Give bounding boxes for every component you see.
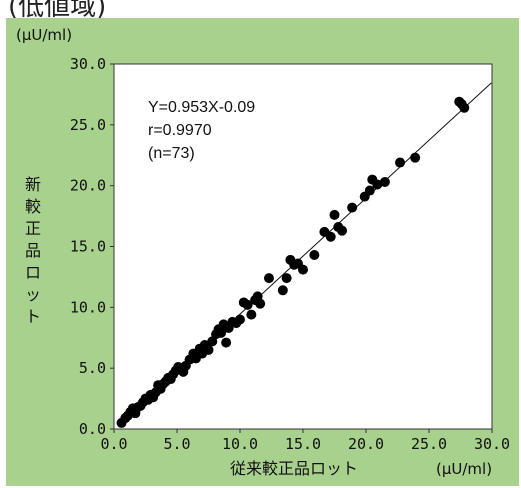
x-axis-unit: (μU/ml) <box>436 460 492 478</box>
data-point <box>216 327 227 338</box>
data-point <box>347 202 358 213</box>
data-point <box>277 285 288 296</box>
data-point <box>255 298 266 309</box>
y-axis: 0.0 5.0 10.0 15.0 20.0 25.0 30.0 <box>70 55 114 438</box>
y-axis-label-char: 新 <box>25 175 41 194</box>
data-point <box>329 209 340 220</box>
y-tick-label: 30.0 <box>70 55 106 73</box>
y-axis-label-char: 品 <box>25 241 41 260</box>
figure-caption: (低値域) <box>8 0 107 22</box>
data-point <box>379 177 390 188</box>
y-tick-label: 25.0 <box>70 116 106 134</box>
x-tick-label: 0.0 <box>100 435 127 453</box>
data-point <box>395 157 406 168</box>
y-tick-label: 10.0 <box>70 298 106 316</box>
data-point <box>372 179 383 190</box>
data-point <box>235 314 245 325</box>
x-tick-label: 20.0 <box>348 435 384 453</box>
data-point <box>364 185 375 196</box>
data-point <box>263 273 274 284</box>
x-tick-label: 5.0 <box>163 435 190 453</box>
data-point <box>456 99 467 110</box>
x-axis-label: 従来較正品ロット <box>230 459 358 478</box>
y-tick-label: 15.0 <box>70 238 106 256</box>
data-point <box>292 258 303 269</box>
x-tick-label: 25.0 <box>411 435 447 453</box>
data-point <box>337 225 348 236</box>
data-point <box>203 344 214 355</box>
data-point <box>410 152 421 163</box>
y-axis-unit: (μU/ml) <box>16 26 72 44</box>
data-point <box>325 231 336 242</box>
data-point <box>246 309 257 320</box>
correlation-coefficient: r=0.9970 <box>148 122 212 139</box>
x-axis: 0.0 5.0 10.0 15.0 20.0 25.0 30.0 <box>100 429 510 453</box>
y-tick-label: 5.0 <box>79 359 106 377</box>
data-points <box>116 96 470 428</box>
x-tick-label: 15.0 <box>285 435 321 453</box>
data-point <box>309 250 320 261</box>
data-point <box>242 299 253 310</box>
x-tick-label: 10.0 <box>222 435 258 453</box>
y-tick-label: 20.0 <box>70 177 106 195</box>
y-tick-label: 0.0 <box>79 420 106 438</box>
x-tick-label: 30.0 <box>474 435 510 453</box>
y-axis-label-char: ト <box>25 307 41 326</box>
y-axis-label: 新較正品ロット <box>25 175 41 326</box>
y-axis-label-char: 較 <box>25 197 41 216</box>
y-axis-label-char: 正 <box>25 219 41 238</box>
regression-equation: Y=0.953X-0.09 <box>148 99 255 116</box>
data-point <box>281 273 292 284</box>
data-point <box>221 337 232 348</box>
y-axis-label-char: ッ <box>25 285 41 304</box>
y-axis-label-char: ロ <box>25 263 41 282</box>
sample-count: (n=73) <box>148 145 195 162</box>
